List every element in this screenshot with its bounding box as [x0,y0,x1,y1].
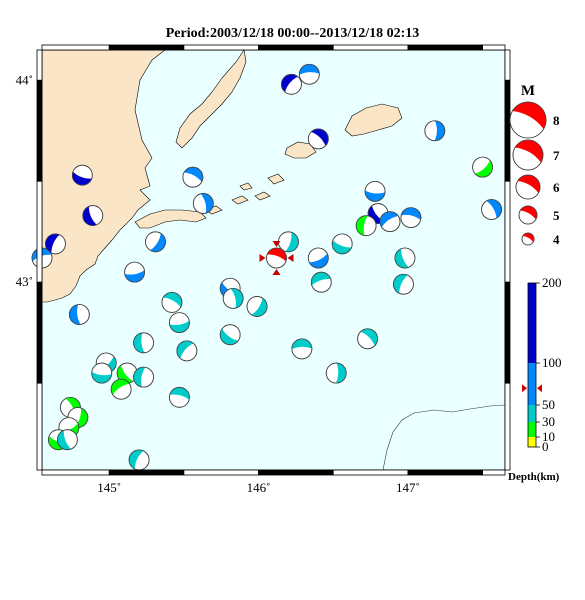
event-marker [310,271,332,293]
colorbar-band [528,363,536,405]
event-marker [364,180,386,202]
colorbar-band [528,283,536,363]
event-marker [424,120,446,142]
magnitude-legend-symbol [521,232,535,246]
event-marker [278,231,299,253]
x-tick-label: 145˚ [97,480,121,495]
event-marker [124,261,146,283]
event-marker [400,207,422,228]
magnitude-legend-entries: 8 7 6 5 4 [509,101,560,247]
colorbar-band [528,405,536,422]
event-marker [169,312,190,333]
event-marker [192,193,214,214]
event-marker [291,338,313,360]
colorbar-band [528,437,536,447]
event-marker [325,362,347,384]
colorbar-frame [527,282,537,448]
y-tick-label: 44˚ [16,72,33,87]
habomai-islet-4 [267,173,285,185]
landmasses [42,50,403,303]
y-tick-label: 43˚ [16,274,33,289]
event-marker [169,386,190,408]
nemuro-peninsula [134,209,207,229]
magnitude-legend-symbol [518,205,538,225]
magnitude-legend-symbol [512,139,544,171]
event-marker [71,164,93,186]
event-marker [116,362,138,384]
colorbar-label: 0 [542,439,549,454]
magnitude-legend-label: 7 [553,148,560,163]
main-event-arrows [259,240,294,275]
event-marker [307,247,329,269]
event-marker [394,247,416,269]
event-marker [357,328,378,350]
event-marker [219,324,241,346]
axis-ticks: 145˚ 146˚ 147˚ 44˚ 43˚ [16,72,420,495]
colorbar-label: 50 [542,397,555,412]
magnitude-legend-label: 6 [553,180,560,195]
shikotan-island [284,141,317,159]
x-tick-label: 147˚ [396,480,420,495]
colorbar-label: 30 [542,414,555,429]
colorbar-band [528,422,536,437]
event-marker [393,273,414,295]
event-marker [307,128,329,150]
event-marker [59,397,81,418]
event-marker [145,231,166,253]
event-marker [161,292,183,313]
event-marker [379,211,401,233]
hokkaido-landmass [42,50,166,303]
magnitude-legend-label: 8 [553,113,560,128]
magnitude-legend-title: M [521,83,535,99]
event-marker [481,199,502,220]
events-layer [31,63,502,471]
event-marker [128,449,150,471]
event-marker [281,73,302,95]
magnitude-legend-label: 5 [553,208,560,223]
colorbar-label: 10 [542,429,555,444]
habomai-islet-2 [231,195,249,205]
magnitude-legend: M 8 7 6 5 4 [509,83,560,247]
x-tick-label: 146˚ [247,480,271,495]
event-marker [91,362,113,384]
colorbar-label: 100 [542,355,562,370]
event-marker [133,332,154,354]
depth-colorbar-title: Depth(km) [508,471,560,483]
event-marker [182,166,204,188]
main-event-marker [266,247,287,269]
event-marker [45,233,66,255]
map-border [36,44,511,476]
kunashir-island [175,50,247,149]
iturup-tip [344,103,403,137]
habomai-islet-3 [254,191,271,201]
map-area: 145˚ 146˚ 147˚ 44˚ 43˚ [16,44,511,495]
event-marker [82,205,104,226]
map-title: Period:2003/12/18 00:00--2013/12/18 02:1… [165,26,420,41]
event-marker [133,366,154,388]
event-marker [68,304,90,325]
trench-contour [382,404,505,470]
event-marker [331,233,353,255]
magnitude-legend-symbol [515,174,541,200]
event-marker [298,63,320,85]
event-marker [110,378,132,400]
event-marker [176,340,198,362]
magnitude-legend-symbol [509,101,547,139]
event-marker [355,215,377,237]
colorbar-depth-marker [522,384,542,393]
event-marker [246,296,268,317]
habomai-islet-5 [239,182,253,191]
magnitude-legend-label: 4 [553,232,560,247]
colorbar-label: 200 [542,275,562,290]
event-marker [472,156,493,178]
event-marker [222,287,244,309]
event-marker [56,429,78,451]
